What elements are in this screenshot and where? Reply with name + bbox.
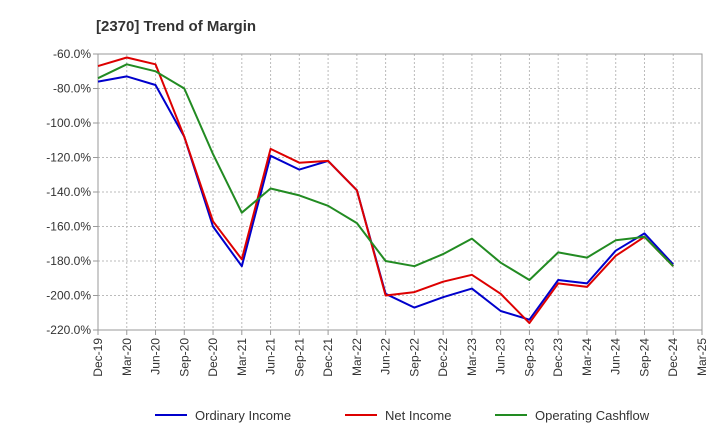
legend-label: Net Income <box>385 408 451 423</box>
y-tick-label: -120.0% <box>46 151 91 165</box>
x-tick-label: Dec-19 <box>91 338 105 377</box>
y-tick-label: -100.0% <box>46 116 91 130</box>
x-tick-label: Dec-23 <box>551 338 565 377</box>
y-tick-label: -160.0% <box>46 220 91 234</box>
grid-layer <box>97 53 703 331</box>
x-tick-label: Sep-23 <box>522 338 536 377</box>
x-tick-label: Jun-23 <box>494 338 508 375</box>
x-tick-label: Mar-20 <box>120 338 134 376</box>
y-tick-label: -220.0% <box>46 323 91 337</box>
legend: Ordinary Income Net Income Operating Cashf… <box>155 408 650 423</box>
series-line-operating-cashflow <box>97 63 674 281</box>
x-tick-label: Mar-22 <box>350 338 364 376</box>
legend-label: Ordinary Income <box>195 408 291 423</box>
x-tick-label: Dec-21 <box>321 338 335 377</box>
y-axis: -60.0% -80.0% -100.0% -120.0% -140.0% -160.0%… <box>46 47 98 337</box>
x-tick-label: Sep-20 <box>177 338 191 377</box>
x-tick-label: Mar-23 <box>465 338 479 376</box>
y-tick-label: -200.0% <box>46 289 91 303</box>
x-tick-label: Mar-24 <box>580 338 594 376</box>
x-tick-label: Sep-22 <box>407 338 421 377</box>
y-tick-label: -80.0% <box>53 82 91 96</box>
x-tick-label: Jun-22 <box>379 338 393 375</box>
x-tick-label: Mar-25 <box>695 338 709 376</box>
chart-title: [2370] Trend of Margin <box>96 18 256 35</box>
x-tick-label: Sep-24 <box>637 338 651 377</box>
x-tick-label: Dec-22 <box>436 338 450 377</box>
legend-label: Operating Cashflow <box>535 408 650 423</box>
x-tick-label: Mar-21 <box>235 338 249 376</box>
series-layer <box>97 56 674 325</box>
series-line-net-income <box>97 56 674 325</box>
y-tick-label: -60.0% <box>53 47 91 61</box>
x-tick-label: Jun-24 <box>609 338 623 375</box>
x-tick-label: Jun-21 <box>264 338 278 375</box>
x-tick-label: Sep-21 <box>292 338 306 377</box>
x-tick-label: Dec-20 <box>206 338 220 377</box>
x-tick-label: Dec-24 <box>666 338 680 377</box>
x-tick-label: Jun-20 <box>149 338 163 375</box>
y-tick-label: -140.0% <box>46 185 91 199</box>
y-tick-label: -180.0% <box>46 254 91 268</box>
x-axis: Dec-19 Mar-20 Jun-20 Sep-20 Dec-20 Mar-21 Jun-… <box>91 330 709 377</box>
